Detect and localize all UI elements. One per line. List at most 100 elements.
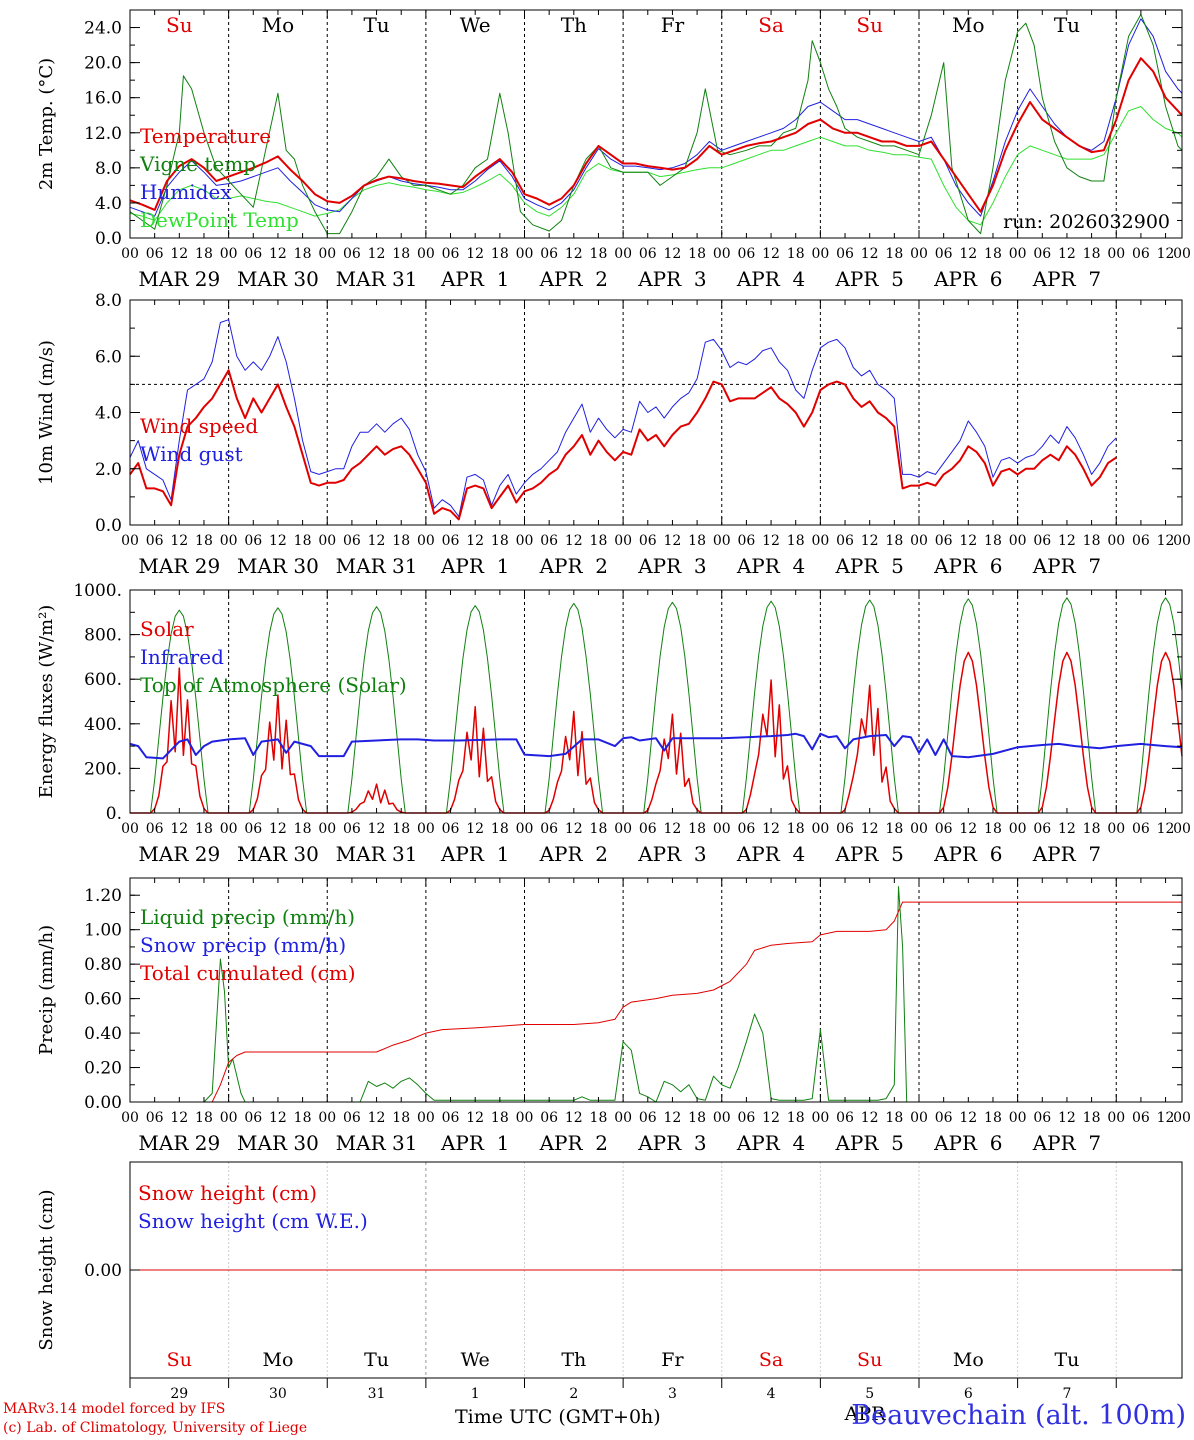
day-number-label: 31 bbox=[368, 1386, 386, 1402]
x-tick-label: 18 bbox=[688, 246, 706, 262]
x-tick-label: 06 bbox=[737, 1110, 755, 1126]
x-tick-label: 12 bbox=[368, 1110, 386, 1126]
x-tick-label: 06 bbox=[836, 1110, 854, 1126]
x-tick-label: 12 bbox=[269, 821, 287, 837]
x-tick-label: 00 bbox=[121, 246, 139, 262]
date-label: MAR 30 bbox=[237, 1131, 319, 1155]
x-tick-label: 00 bbox=[1107, 246, 1125, 262]
x-tick-label: 06 bbox=[1132, 1110, 1150, 1126]
x-tick-label: 12 bbox=[466, 1110, 484, 1126]
x-tick-label: 06 bbox=[343, 821, 361, 837]
weekday-label: Su bbox=[166, 13, 193, 37]
x-tick-label: 00 bbox=[417, 246, 435, 262]
x-tick-label: 00 bbox=[811, 533, 829, 549]
y-tick-label: 4.0 bbox=[95, 194, 122, 214]
x-tick-label: 12 bbox=[664, 533, 682, 549]
day-number-label: 6 bbox=[964, 1386, 973, 1402]
x-tick-label: 06 bbox=[935, 1110, 953, 1126]
date-label: APR 6 bbox=[933, 267, 1002, 291]
y-axis-label: Snow height (cm) bbox=[36, 1189, 57, 1350]
x-tick-label: 12 bbox=[762, 533, 780, 549]
x-tick-label: 18 bbox=[885, 533, 903, 549]
x-tick-label: 00 bbox=[1173, 533, 1191, 549]
x-tick-label: 12 bbox=[861, 821, 879, 837]
date-label: APR 6 bbox=[933, 842, 1002, 866]
y-tick-label: 20.0 bbox=[84, 54, 122, 74]
x-tick-label: 12 bbox=[664, 246, 682, 262]
x-tick-label: 12 bbox=[170, 1110, 188, 1126]
x-tick-label: 12 bbox=[959, 246, 977, 262]
day-number-label: 2 bbox=[569, 1386, 578, 1402]
x-tick-label: 00 bbox=[811, 1110, 829, 1126]
x-tick-label: 18 bbox=[885, 1110, 903, 1126]
date-label: APR 2 bbox=[539, 1131, 608, 1155]
y-axis-label: Energy fluxes (W/m²) bbox=[36, 605, 57, 799]
date-label: MAR 31 bbox=[336, 1131, 418, 1155]
date-label: APR 4 bbox=[736, 267, 805, 291]
x-tick-label: 06 bbox=[1033, 821, 1051, 837]
x-tick-label: 18 bbox=[984, 1110, 1002, 1126]
x-tick-label: 12 bbox=[1058, 1110, 1076, 1126]
date-label: MAR 29 bbox=[138, 842, 220, 866]
x-tick-label: 18 bbox=[787, 821, 805, 837]
x-tick-label: 06 bbox=[639, 246, 657, 262]
y-tick-label: 0.0 bbox=[95, 229, 122, 249]
x-tick-label: 00 bbox=[318, 821, 336, 837]
x-tick-label: 18 bbox=[195, 533, 213, 549]
x-tick-label: 00 bbox=[220, 1110, 238, 1126]
x-tick-label: 06 bbox=[244, 1110, 262, 1126]
x-tick-label: 18 bbox=[392, 1110, 410, 1126]
legend-entry: Snow precip (mm/h) bbox=[140, 933, 346, 957]
x-tick-label: 00 bbox=[1173, 246, 1191, 262]
x-axis-title: Time UTC (GMT+0h) bbox=[455, 1406, 661, 1428]
x-tick-label: 00 bbox=[713, 1110, 731, 1126]
x-tick-label: 12 bbox=[170, 533, 188, 549]
x-tick-label: 18 bbox=[787, 1110, 805, 1126]
date-label: APR 1 bbox=[440, 842, 509, 866]
day-number-label: 3 bbox=[668, 1386, 677, 1402]
x-tick-label: 06 bbox=[540, 821, 558, 837]
series-vigne-temp bbox=[129, 13, 1183, 235]
legend-entry: Humidex bbox=[140, 180, 232, 204]
series-wind-speed bbox=[129, 369, 1117, 521]
x-tick-label: 18 bbox=[294, 533, 312, 549]
weekday-label: Sa bbox=[759, 1349, 783, 1371]
date-label: APR 7 bbox=[1032, 1131, 1101, 1155]
y-tick-label: 1.00 bbox=[84, 921, 122, 941]
weekday-label: Mo bbox=[262, 13, 295, 37]
x-tick-label: 00 bbox=[516, 246, 534, 262]
x-tick-label: 18 bbox=[392, 821, 410, 837]
weekday-label: Su bbox=[857, 1349, 882, 1371]
legend-entry: Infrared bbox=[140, 645, 224, 669]
date-label: APR 5 bbox=[834, 1131, 903, 1155]
panel-frame bbox=[129, 9, 1183, 239]
x-tick-label: 18 bbox=[885, 246, 903, 262]
x-tick-label: 18 bbox=[688, 821, 706, 837]
y-tick-label: 600. bbox=[84, 670, 122, 690]
date-label: APR 6 bbox=[933, 554, 1002, 578]
date-label: MAR 29 bbox=[138, 267, 220, 291]
weekday-label: Tu bbox=[1054, 13, 1080, 37]
date-label: MAR 29 bbox=[138, 1131, 220, 1155]
x-tick-label: 06 bbox=[737, 821, 755, 837]
x-tick-label: 12 bbox=[959, 533, 977, 549]
series-dewpoint-temp bbox=[129, 106, 1183, 226]
date-label: APR 7 bbox=[1032, 842, 1101, 866]
panel-frame bbox=[129, 589, 1183, 814]
series-wind-gust bbox=[129, 319, 1117, 518]
x-tick-label: 12 bbox=[170, 821, 188, 837]
y-tick-label: 0.0 bbox=[95, 516, 122, 536]
y-axis-label: Precip (mm/h) bbox=[36, 925, 57, 1055]
panel-snow: 0.00 Snow height (cm) Snow height (cm) Snow… bbox=[36, 1161, 1183, 1425]
date-label: APR 1 bbox=[440, 1131, 509, 1155]
weekday-label: Tu bbox=[364, 1349, 389, 1371]
series-humidex bbox=[129, 18, 1183, 217]
x-tick-label: 06 bbox=[146, 1110, 164, 1126]
x-tick-label: 18 bbox=[195, 821, 213, 837]
date-label: APR 5 bbox=[834, 554, 903, 578]
month-label: APR bbox=[844, 1403, 887, 1425]
x-tick-label: 00 bbox=[220, 246, 238, 262]
x-tick-label: 18 bbox=[787, 533, 805, 549]
x-tick-label: 06 bbox=[935, 821, 953, 837]
